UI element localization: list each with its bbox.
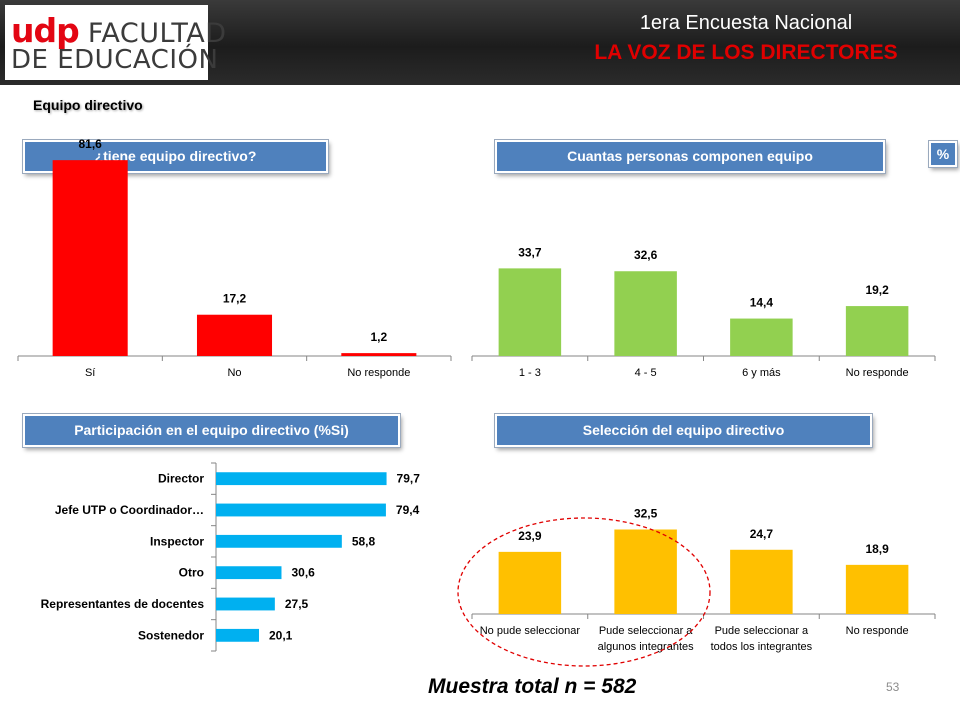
chart-2-category-label: 6 y más — [742, 367, 781, 379]
chart-3-data-label: 30,6 — [291, 566, 315, 580]
chart-4-data-label: 32,5 — [634, 507, 658, 521]
chart-4-category-label: algunos integrantes — [598, 641, 695, 653]
chart-3-category-label: Sostenedor — [138, 628, 204, 642]
chart-2-category-label: No responde — [846, 367, 909, 379]
chart-4-bar — [614, 529, 677, 614]
chart-1-bar — [52, 160, 128, 356]
chart-2-title: Cuantas personas componen equipo — [494, 139, 886, 174]
logo-line-2: DE EDUCACIÓN — [11, 45, 219, 75]
chart-2-bar — [845, 306, 909, 356]
chart-2-data-label: 33,7 — [518, 245, 542, 259]
logo-faculty: FACULTAD — [87, 18, 227, 49]
page-number: 53 — [886, 680, 900, 694]
chart-3-bar — [216, 566, 282, 580]
chart-2-category-label: 1 - 3 — [519, 367, 541, 379]
chart-4-bar — [730, 549, 793, 614]
chart-2-category-label: 4 - 5 — [635, 367, 657, 379]
chart-4-category-label: Pude seleccionar a — [715, 625, 809, 637]
chart-2-data-label: 32,6 — [634, 248, 658, 262]
chart-4-category-label: No pude seleccionar — [480, 625, 581, 637]
chart-3-data-label: 79,7 — [397, 472, 421, 486]
chart-3-data-label: 58,8 — [352, 534, 376, 548]
chart-3-bar — [216, 472, 387, 486]
sample-size-note: Muestra total n = 582 — [428, 675, 637, 698]
chart-3-bar — [216, 534, 342, 548]
section-title: Equipo directivo — [33, 97, 143, 113]
chart-2-data-label: 19,2 — [865, 283, 889, 297]
chart-1-data-label: 17,2 — [223, 292, 247, 306]
chart-1-bar — [341, 353, 417, 356]
chart-4-data-label: 24,7 — [750, 527, 774, 541]
logo-line-1: udp FACULTAD — [11, 11, 227, 50]
chart-3-category-label: Inspector — [150, 534, 204, 548]
survey-subtitle: LA VOZ DE LOS DIRECTORES — [594, 41, 898, 64]
chart-4-data-label: 18,9 — [865, 542, 889, 556]
chart-2-data-label: 14,4 — [750, 296, 774, 310]
survey-title: 1era Encuesta Nacional — [639, 12, 853, 34]
chart-1-title: ¿tiene equipo directivo? — [22, 139, 329, 174]
chart-3-bar — [216, 597, 275, 611]
chart-1-category-label: No responde — [347, 367, 410, 379]
chart-1-data-label: 1,2 — [370, 330, 387, 344]
chart-1-category-label: Sí — [85, 367, 95, 379]
chart-1-category-label: No — [227, 367, 241, 379]
chart-4-category-label: todos los integrantes — [711, 641, 813, 653]
chart-4-bar — [845, 564, 909, 614]
chart-3-bar — [216, 628, 260, 642]
chart-4-data-label: 23,9 — [518, 529, 542, 543]
logo-brand: udp — [11, 11, 80, 50]
header-banner: udp FACULTAD DE EDUCACIÓN 1era Encuesta … — [0, 0, 960, 85]
chart-3-bar — [216, 503, 386, 517]
chart-2-bar — [614, 271, 677, 356]
percent-badge: % — [928, 140, 958, 168]
chart-3-title: Participación en el equipo directivo (%S… — [22, 413, 401, 448]
chart-4-category-label: No responde — [846, 625, 909, 637]
chart-3-category-label: Representantes de docentes — [41, 597, 205, 611]
chart-3-category-label: Otro — [179, 566, 204, 580]
chart-3-data-label: 20,1 — [269, 628, 293, 642]
udp-logo: udp FACULTAD DE EDUCACIÓN — [5, 5, 226, 80]
chart-4-title: Selección del equipo directivo — [494, 413, 873, 448]
chart-2-bar — [498, 268, 562, 356]
chart-3-data-label: 27,5 — [285, 597, 309, 611]
chart-4-bar — [498, 551, 562, 614]
chart-3-category-label: Director — [158, 472, 204, 486]
chart-1-bar — [196, 314, 273, 356]
chart-3-category-label: Jefe UTP o Coordinador… — [55, 503, 204, 517]
highlight-ellipse — [457, 517, 711, 667]
chart-2-bar — [730, 318, 793, 356]
chart-4-category-label: Pude seleccionar a — [599, 625, 693, 637]
chart-3-data-label: 79,4 — [396, 503, 420, 517]
